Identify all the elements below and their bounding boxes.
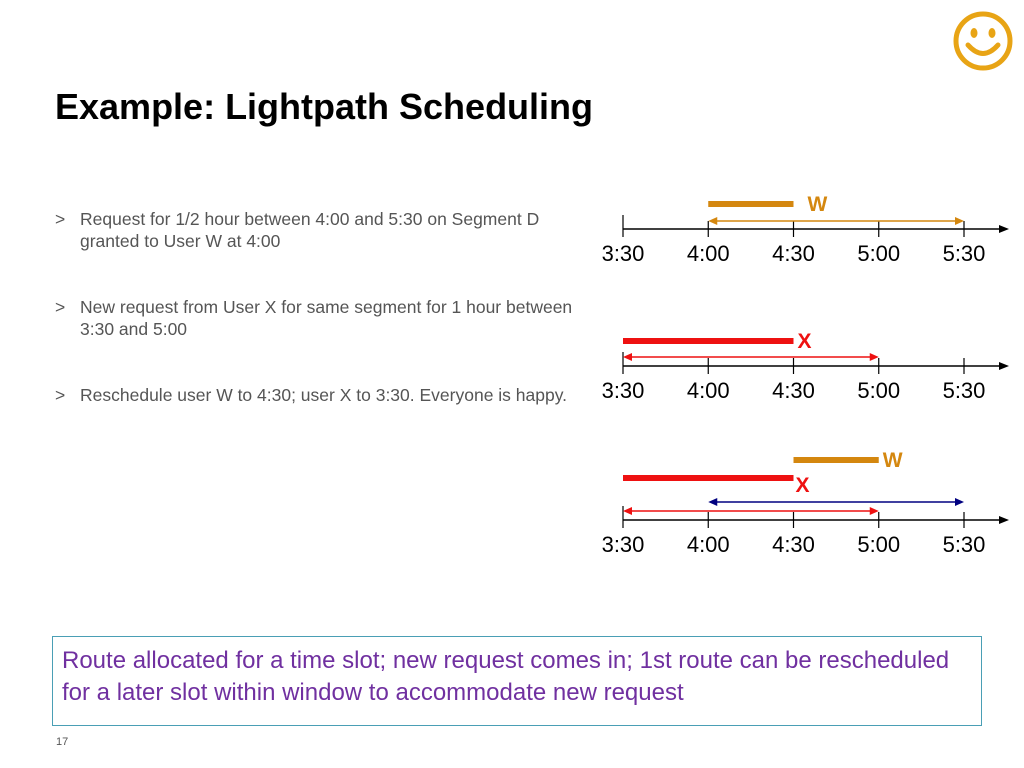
- tick-label: 5:30: [943, 241, 986, 266]
- window-arrow-icon: [708, 498, 718, 506]
- timeline-diagram: 3:30 4:00 4:30 5:00 5:30 W 3:30 4:00 4:30 5:00 5:3…: [602, 193, 1009, 557]
- user-label: X: [798, 330, 812, 353]
- user-label: W: [808, 193, 828, 216]
- tick-label: 4:00: [687, 241, 730, 266]
- user-label: X: [796, 474, 810, 497]
- tick-label: 5:00: [857, 241, 900, 266]
- smiley-icon: [953, 11, 1013, 71]
- bullet-item: > Reschedule user W to 4:30; user X to 3…: [55, 384, 580, 406]
- page-number: 17: [56, 736, 69, 748]
- bullet-marker: >: [55, 209, 66, 229]
- bullet-text: Request for 1/2 hour between 4:00 and 5:…: [80, 209, 540, 251]
- tick-label: 4:30: [772, 241, 815, 266]
- window-arrow-icon: [955, 498, 964, 506]
- axis-arrow-icon: [999, 225, 1009, 233]
- tick-label: 3:30: [602, 378, 645, 403]
- tick-label: 5:00: [857, 532, 900, 557]
- tick-label: 4:00: [687, 378, 730, 403]
- window-arrow-icon: [623, 353, 632, 361]
- tick-label: 5:00: [857, 378, 900, 403]
- tick-label: 5:30: [943, 378, 986, 403]
- bullet-item: > New request from User X for same segme…: [55, 296, 580, 340]
- tick-label: 4:00: [687, 532, 730, 557]
- bullet-list: > Request for 1/2 hour between 4:00 and …: [55, 208, 580, 450]
- axis-arrow-icon: [999, 516, 1009, 524]
- page-title: Example: Lightpath Scheduling: [55, 86, 594, 127]
- tick-label: 3:30: [602, 241, 645, 266]
- bullet-text: New request from User X for same segment…: [80, 297, 573, 339]
- window-arrow-icon: [869, 353, 879, 361]
- bullet-marker: >: [55, 297, 66, 317]
- axis-arrow-icon: [999, 362, 1009, 370]
- window-arrow-icon: [623, 507, 632, 515]
- user-label: W: [883, 449, 903, 472]
- tick-label: 5:30: [943, 532, 986, 557]
- window-arrow-icon: [708, 217, 718, 225]
- bullet-text: Reschedule user W to 4:30; user X to 3:3…: [80, 385, 568, 405]
- tick-label: 4:30: [772, 532, 815, 557]
- window-arrow-icon: [869, 507, 879, 515]
- tick-label: 3:30: [602, 532, 645, 557]
- bullet-marker: >: [55, 385, 66, 405]
- tick-label: 4:30: [772, 378, 815, 403]
- callout-box: Route allocated for a time slot; new req…: [52, 636, 982, 726]
- bullet-item: > Request for 1/2 hour between 4:00 and …: [55, 208, 580, 252]
- window-arrow-icon: [955, 217, 964, 225]
